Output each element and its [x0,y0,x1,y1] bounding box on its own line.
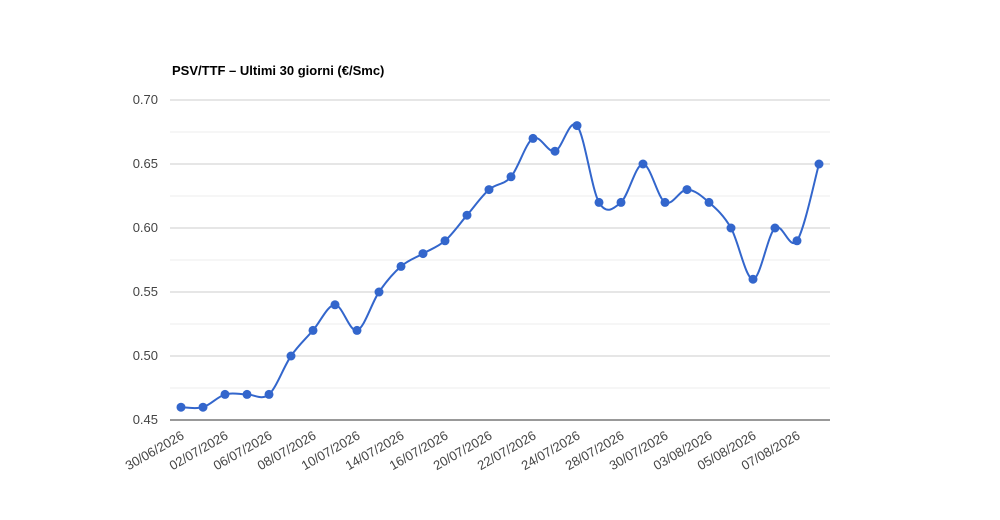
point [550,146,560,156]
point [330,300,340,310]
point [352,325,362,335]
point [770,223,780,233]
point [220,389,230,399]
point [682,185,692,195]
point [704,197,714,207]
y-tick-label: 0.55 [133,284,158,299]
point [198,402,208,412]
line [180,123,820,410]
point [506,172,516,182]
point [484,185,494,195]
point [374,287,384,297]
point [242,389,252,399]
y-tick-label: 0.70 [133,92,158,107]
point [726,223,736,233]
point [264,389,274,399]
point [528,133,538,143]
point [748,274,758,284]
point [440,236,450,246]
point [418,249,428,259]
point [616,197,626,207]
point [176,402,186,412]
point [660,197,670,207]
point [286,351,296,361]
point [462,210,472,220]
chart-title: PSV/TTF – Ultimi 30 giorni (€/Smc) [172,63,384,78]
y-tick-label: 0.45 [133,412,158,427]
y-tick-label: 0.50 [133,348,158,363]
point [396,261,406,271]
y-tick-label: 0.65 [133,156,158,171]
point [792,236,802,246]
point [638,159,648,169]
point [572,121,582,131]
point [594,197,604,207]
point [814,159,824,169]
point [308,325,318,335]
y-tick-label: 0.60 [133,220,158,235]
